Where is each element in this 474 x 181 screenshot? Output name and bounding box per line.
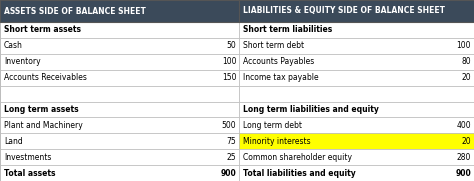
- Text: 20: 20: [461, 137, 471, 146]
- Text: Investments: Investments: [4, 153, 51, 162]
- Bar: [239, 102, 474, 117]
- Text: Cash: Cash: [4, 41, 23, 50]
- Text: Land: Land: [4, 137, 23, 146]
- Bar: [239, 149, 474, 165]
- Bar: [0, 86, 239, 102]
- Text: Common shareholder equity: Common shareholder equity: [243, 153, 352, 162]
- Bar: [239, 22, 474, 38]
- Text: 400: 400: [456, 121, 471, 130]
- Bar: [0, 54, 239, 70]
- Bar: [239, 133, 474, 149]
- Text: Minority interests: Minority interests: [243, 137, 311, 146]
- Text: Plant and Machinery: Plant and Machinery: [4, 121, 83, 130]
- Bar: [239, 70, 474, 86]
- Text: 280: 280: [456, 153, 471, 162]
- Bar: [0, 38, 239, 54]
- Bar: [0, 22, 239, 38]
- Text: 80: 80: [461, 57, 471, 66]
- Text: 50: 50: [227, 41, 237, 50]
- Text: Inventory: Inventory: [4, 57, 41, 66]
- Text: Income tax payable: Income tax payable: [243, 73, 319, 82]
- Bar: [0, 165, 239, 181]
- Text: Total assets: Total assets: [4, 169, 55, 178]
- Text: ASSETS SIDE OF BALANCE SHEET: ASSETS SIDE OF BALANCE SHEET: [4, 7, 146, 16]
- Text: 900: 900: [220, 169, 237, 178]
- Bar: [0, 149, 239, 165]
- Bar: [239, 54, 474, 70]
- Text: Accounts Receivables: Accounts Receivables: [4, 73, 87, 82]
- Text: 100: 100: [456, 41, 471, 50]
- Bar: [239, 38, 474, 54]
- Text: Long term debt: Long term debt: [243, 121, 302, 130]
- Text: 75: 75: [227, 137, 237, 146]
- Text: Total liabilities and equity: Total liabilities and equity: [243, 169, 356, 178]
- Text: 900: 900: [455, 169, 471, 178]
- Text: Short term liabilities: Short term liabilities: [243, 26, 333, 34]
- Text: 20: 20: [461, 73, 471, 82]
- Text: 150: 150: [222, 73, 237, 82]
- Text: 100: 100: [222, 57, 237, 66]
- Bar: [239, 0, 474, 22]
- Bar: [0, 117, 239, 133]
- Bar: [239, 86, 474, 102]
- Text: Accounts Payables: Accounts Payables: [243, 57, 315, 66]
- Text: Short term assets: Short term assets: [4, 26, 81, 34]
- Text: Long term liabilities and equity: Long term liabilities and equity: [243, 105, 379, 114]
- Text: Short term debt: Short term debt: [243, 41, 304, 50]
- Bar: [0, 70, 239, 86]
- Text: LIABILITIES & EQUITY SIDE OF BALANCE SHEET: LIABILITIES & EQUITY SIDE OF BALANCE SHE…: [243, 7, 446, 16]
- Text: 25: 25: [227, 153, 237, 162]
- Bar: [239, 117, 474, 133]
- Bar: [239, 165, 474, 181]
- Bar: [0, 0, 239, 22]
- Bar: [0, 133, 239, 149]
- Text: Long term assets: Long term assets: [4, 105, 79, 114]
- Bar: [0, 102, 239, 117]
- Text: 500: 500: [222, 121, 237, 130]
